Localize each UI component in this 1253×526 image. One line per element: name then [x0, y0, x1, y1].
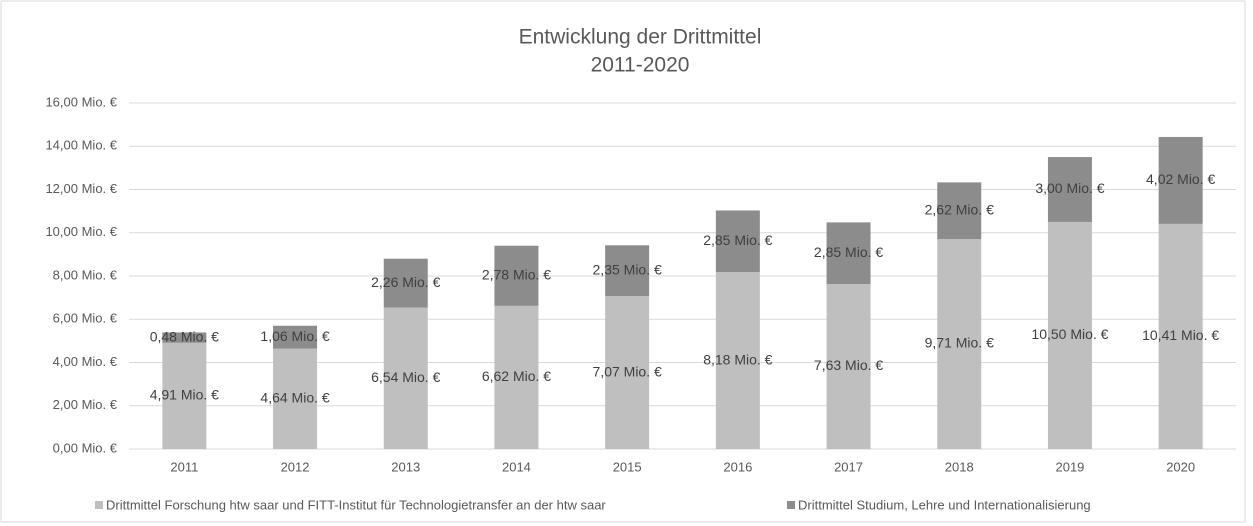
legend-marker [787, 501, 795, 509]
data-label: 10,50 Mio. € [1031, 326, 1108, 342]
bar-segment [1047, 157, 1092, 222]
x-tick-label: 2012 [281, 459, 310, 474]
data-label: 2,85 Mio. € [814, 244, 883, 260]
y-tick-label: 10,00 Mio. € [45, 224, 117, 239]
data-label: 6,62 Mio. € [482, 368, 551, 384]
data-label: 3,00 Mio. € [1035, 180, 1104, 196]
data-label: 9,71 Mio. € [925, 335, 994, 351]
x-tick-label: 2011 [170, 459, 198, 474]
x-tick-label: 2018 [945, 459, 974, 474]
data-label: 4,91 Mio. € [150, 387, 219, 403]
data-label: 10,41 Mio. € [1142, 327, 1219, 343]
data-label: 2,35 Mio. € [593, 261, 662, 277]
bar-segment [826, 222, 871, 285]
bar-segment [494, 305, 539, 449]
data-label: 7,63 Mio. € [814, 357, 883, 373]
y-tick-label: 8,00 Mio. € [53, 267, 118, 282]
x-tick-label: 2020 [1166, 459, 1195, 474]
bar-segment [1047, 221, 1092, 449]
x-tick-label: 2019 [1055, 459, 1084, 474]
bar-segment [273, 325, 318, 349]
y-tick-label: 16,00 Mio. € [45, 94, 117, 109]
bar-segment [937, 239, 982, 449]
bar-segment [826, 284, 871, 449]
data-label: 2,26 Mio. € [371, 274, 440, 290]
data-label: 7,07 Mio. € [593, 363, 662, 379]
bar-segment [162, 332, 207, 343]
x-tick-label: 2017 [834, 459, 863, 474]
legend-marker [95, 501, 103, 509]
bar-segment [162, 342, 207, 449]
bar-segment [494, 245, 539, 306]
bar-segment [273, 348, 318, 449]
bar-segment [937, 182, 982, 240]
data-label: 2,62 Mio. € [925, 201, 994, 217]
data-label: 2,85 Mio. € [703, 232, 772, 248]
x-tick-label: 2016 [723, 459, 752, 474]
data-label: 1,06 Mio. € [260, 328, 329, 344]
bar-segment [383, 307, 428, 449]
y-tick-label: 14,00 Mio. € [45, 138, 117, 153]
data-label: 4,02 Mio. € [1146, 171, 1215, 187]
y-tick-label: 0,00 Mio. € [53, 440, 118, 455]
chart-title: Entwicklung der Drittmittel [519, 26, 762, 49]
x-tick-label: 2015 [613, 459, 642, 474]
bar-segment [383, 258, 428, 308]
legend-label: Drittmittel Studium, Lehre und Internati… [798, 497, 1091, 512]
y-tick-label: 12,00 Mio. € [45, 181, 117, 196]
bar-segment [1158, 136, 1203, 224]
bar-segment [715, 272, 760, 449]
y-tick-label: 6,00 Mio. € [53, 311, 118, 326]
data-label: 4,64 Mio. € [260, 390, 329, 406]
data-label: 2,78 Mio. € [482, 266, 551, 282]
bar-segment [605, 245, 650, 297]
y-tick-label: 4,00 Mio. € [53, 354, 118, 369]
y-tick-label: 2,00 Mio. € [53, 397, 118, 412]
data-label: 6,54 Mio. € [371, 369, 440, 385]
bar-segment [605, 296, 650, 449]
x-tick-label: 2013 [391, 459, 420, 474]
data-label: 0,48 Mio. € [150, 328, 219, 344]
chart-subtitle: 2011-2020 [591, 54, 690, 77]
data-label: 8,18 Mio. € [703, 351, 772, 367]
legend-label: Drittmittel Forschung htw saar und FITT-… [106, 497, 606, 512]
x-tick-label: 2014 [502, 459, 531, 474]
bar-segment [715, 210, 760, 273]
bar-segment [1158, 223, 1203, 449]
